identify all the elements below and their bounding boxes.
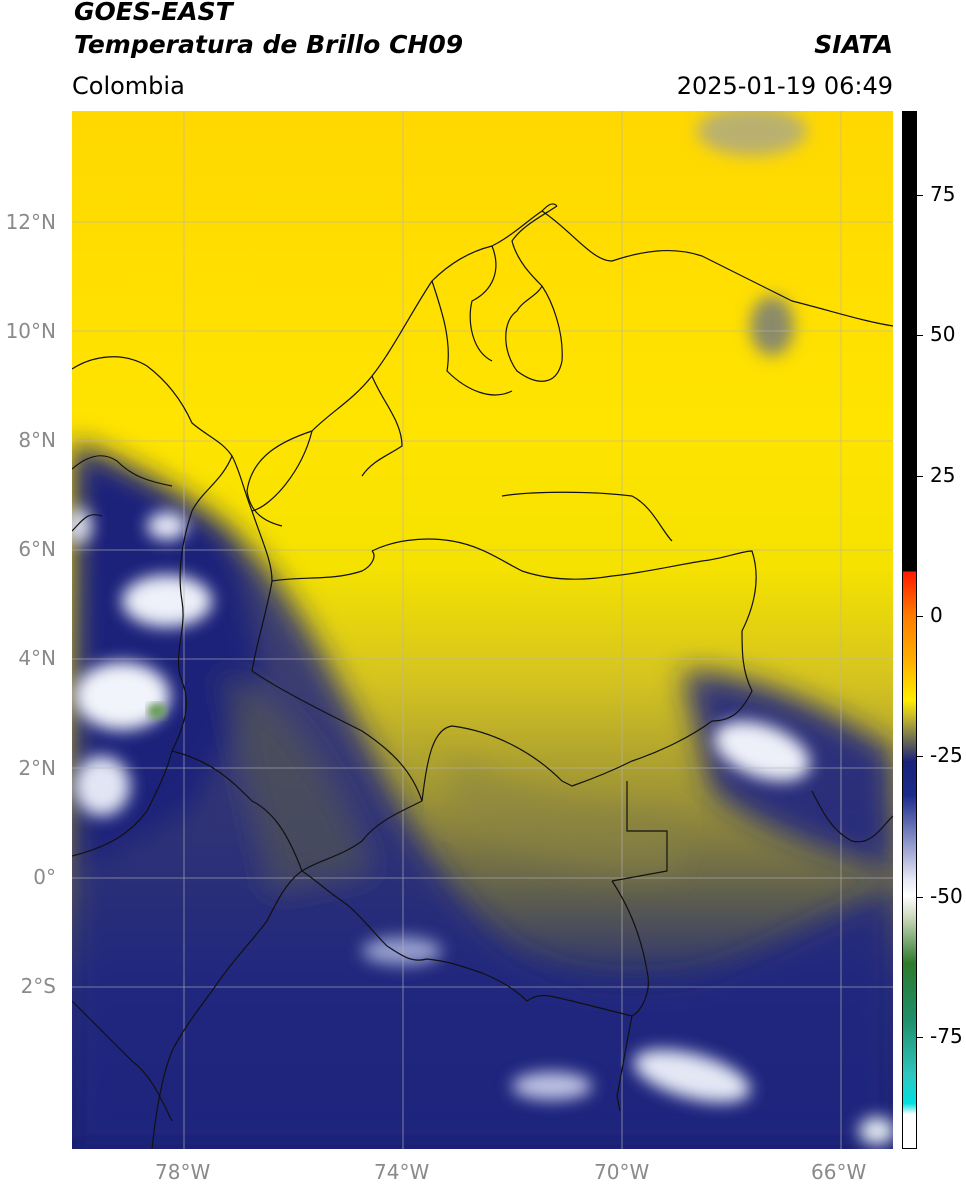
lat-tick-label: 2°S	[20, 974, 56, 998]
lat-tick-label: 10°N	[5, 319, 56, 343]
colorbar-tick-label: -50	[930, 883, 963, 908]
lat-tick-label: 0°	[33, 865, 56, 889]
colorbar-tick-label: -75	[930, 1023, 963, 1048]
region-label: Colombia	[72, 72, 185, 100]
lat-tick-label: 4°N	[18, 646, 56, 670]
colorbar-tick-mark	[917, 1036, 923, 1038]
green-core	[147, 703, 167, 719]
colorbar	[902, 111, 917, 1149]
colorbar-tick-mark	[917, 615, 923, 617]
colorbar-tick-mark	[917, 195, 923, 197]
agency-label: SIATA	[814, 30, 893, 59]
lon-tick-label: 70°W	[594, 1160, 650, 1184]
colorbar-tick-mark	[917, 896, 923, 898]
datetime-label: 2025-01-19 06:49	[676, 72, 893, 100]
satellite-title: GOES-EAST	[74, 0, 233, 26]
lon-tick-label: 78°W	[155, 1160, 211, 1184]
lat-tick-label: 12°N	[5, 210, 56, 234]
lat-tick-label: 8°N	[18, 428, 56, 452]
graticule	[72, 111, 893, 1149]
colorbar-tick-label: 0	[930, 602, 943, 627]
colorbar-tick-label: 25	[930, 462, 956, 487]
colorbar-tick-mark	[917, 335, 923, 337]
colorbar-tick-label: 50	[930, 322, 956, 347]
lon-tick-label: 74°W	[374, 1160, 430, 1184]
colorbar-tick-label: 75	[930, 182, 956, 207]
colorbar-tick-mark	[917, 756, 923, 758]
colorbar-tick-mark	[917, 475, 923, 477]
lat-tick-label: 6°N	[18, 537, 56, 561]
colorbar-tick-label: -25	[930, 743, 963, 768]
lon-tick-label: 66°W	[811, 1160, 867, 1184]
satellite-map	[72, 111, 893, 1149]
product-title: Temperatura de Brillo CH09	[74, 30, 464, 59]
borders	[72, 203, 893, 1149]
cloud-tops	[72, 111, 893, 1145]
lat-tick-label: 2°N	[18, 756, 56, 780]
